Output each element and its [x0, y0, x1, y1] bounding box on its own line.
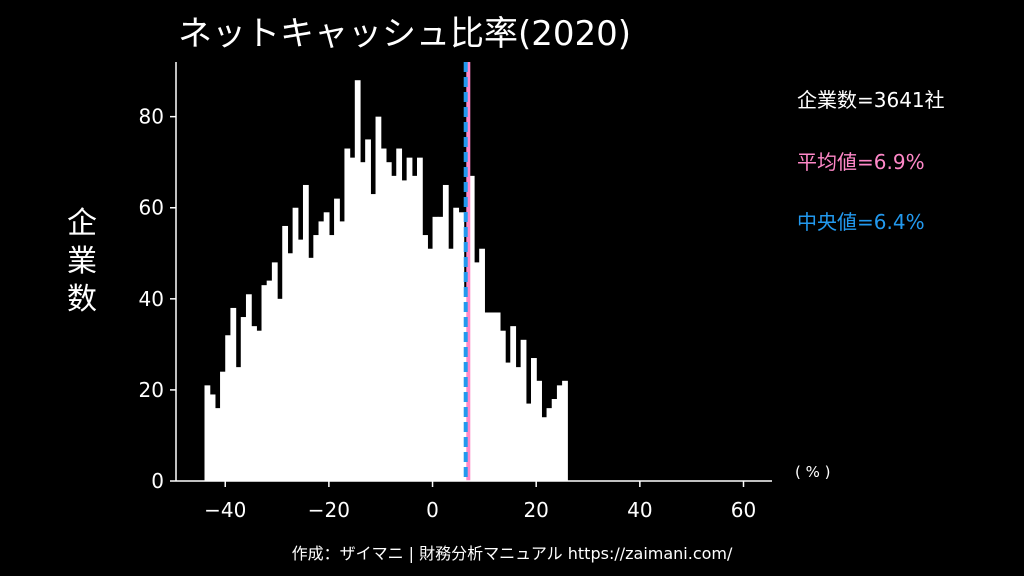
- y-tick-label: 20: [139, 378, 164, 402]
- y-tick-label: 60: [139, 196, 164, 220]
- histogram-bar: [380, 148, 387, 482]
- y-axis-label-char: 数: [67, 282, 97, 317]
- histogram-bar: [520, 339, 527, 481]
- histogram-bar: [251, 326, 257, 481]
- histogram-bar: [365, 139, 371, 481]
- histogram-bar: [453, 207, 460, 481]
- histogram-bar: [349, 157, 356, 482]
- histogram-bar: [541, 417, 548, 481]
- histogram-bar: [416, 157, 423, 482]
- mean-annotation: 平均値=6.9%: [797, 150, 925, 174]
- histogram-bar: [396, 148, 403, 482]
- x-tick-label: 60: [731, 498, 756, 522]
- histogram-bar: [225, 335, 232, 481]
- company-count-annotation: 企業数=3641社: [797, 88, 945, 112]
- histogram-bar: [230, 307, 237, 481]
- histogram-bar: [354, 80, 361, 481]
- histogram-bar: [422, 235, 428, 481]
- histogram-bar: [313, 235, 320, 481]
- histogram-bar: [484, 312, 491, 481]
- histogram-bar: [334, 198, 340, 481]
- x-tick-label: −20: [308, 498, 350, 522]
- histogram-bar: [318, 221, 325, 482]
- histogram-bar: [245, 294, 252, 481]
- histogram-bar: [474, 262, 480, 481]
- histogram-bar: [427, 248, 434, 481]
- histogram-bar: [499, 330, 506, 481]
- histogram-bar: [375, 116, 382, 482]
- histogram-bar: [531, 358, 537, 481]
- histogram-bar: [292, 207, 299, 481]
- y-axis-label-char: 業: [67, 244, 97, 279]
- histogram-bar: [240, 317, 247, 481]
- histogram-bar: [546, 408, 553, 481]
- histogram-bar: [323, 212, 330, 482]
- chart-title: ネットキャッシュ比率(2020): [178, 14, 632, 54]
- histogram-bar: [515, 367, 522, 481]
- histogram-bar: [510, 326, 517, 481]
- histogram-bar: [271, 262, 278, 481]
- histogram-bar: [277, 298, 283, 481]
- x-tick-label: 20: [523, 498, 548, 522]
- histogram-bar: [401, 180, 408, 482]
- histogram-bar: [406, 157, 413, 482]
- histogram-bar: [308, 257, 314, 481]
- histogram-bar: [479, 248, 485, 481]
- histogram-bar: [339, 221, 346, 482]
- histogram-bar: [432, 216, 439, 481]
- y-tick-label: 80: [139, 105, 164, 129]
- histogram-bar: [437, 216, 444, 481]
- histogram-bar: [411, 175, 418, 481]
- histogram-bar: [505, 362, 511, 481]
- median-annotation: 中央値=6.4%: [797, 210, 925, 234]
- histogram-bar: [261, 285, 268, 481]
- histogram-bar: [468, 175, 475, 481]
- y-tick-label: 0: [151, 469, 164, 493]
- credit-footer: 作成：ザイマニ | 財務分析マニュアル https://zaimani.com/: [291, 544, 733, 563]
- x-tick-label: 0: [426, 498, 439, 522]
- histogram-bar: [525, 403, 532, 481]
- histogram-bar: [235, 367, 242, 481]
- x-axis-unit-label: ( % ): [795, 463, 831, 481]
- histogram-bar: [562, 380, 568, 481]
- histogram-bar: [448, 248, 454, 481]
- histogram-bar: [359, 162, 366, 481]
- histogram-bar: [209, 394, 216, 481]
- histogram-bar: [370, 194, 377, 481]
- histogram-bar: [297, 239, 304, 481]
- histogram-bar: [442, 184, 449, 481]
- histogram-bar: [556, 385, 563, 481]
- y-tick-label: 40: [139, 287, 164, 311]
- histogram-bar: [458, 212, 465, 482]
- histogram-bar: [494, 312, 501, 481]
- histogram-bar: [536, 380, 542, 481]
- histogram-bar: [266, 280, 273, 481]
- histogram-bar: [220, 371, 226, 481]
- histogram-bar: [204, 385, 211, 481]
- y-axis-label-char: 企: [67, 206, 97, 241]
- histogram-bar: [214, 408, 221, 481]
- histogram-bar: [391, 175, 397, 481]
- histogram-bar: [282, 225, 289, 481]
- histogram-bar: [551, 399, 558, 481]
- x-tick-label: −40: [204, 498, 246, 522]
- histogram-bar: [489, 312, 496, 481]
- histogram-bar: [287, 253, 294, 481]
- histogram-bar: [344, 148, 351, 482]
- y-axis-label: 企 業 数: [62, 205, 102, 319]
- histogram-bar: [256, 330, 263, 481]
- histogram-bar: [328, 235, 335, 481]
- histogram-bar: [385, 162, 392, 481]
- x-tick-label: 40: [627, 498, 652, 522]
- histogram-bar: [302, 184, 309, 481]
